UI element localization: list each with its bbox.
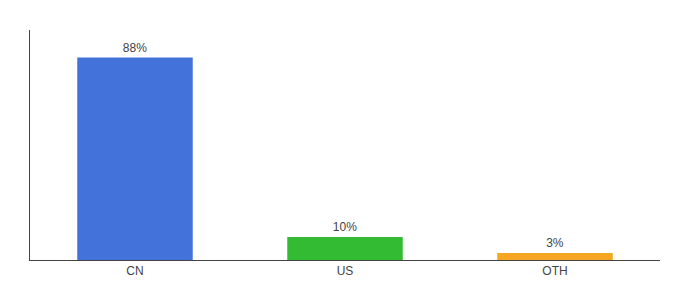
svg-text:10%: 10% bbox=[333, 220, 357, 234]
svg-text:CN: CN bbox=[126, 264, 143, 278]
svg-text:3%: 3% bbox=[546, 236, 564, 250]
svg-text:88%: 88% bbox=[123, 41, 147, 55]
svg-text:US: US bbox=[337, 264, 354, 278]
svg-text:OTH: OTH bbox=[542, 264, 567, 278]
